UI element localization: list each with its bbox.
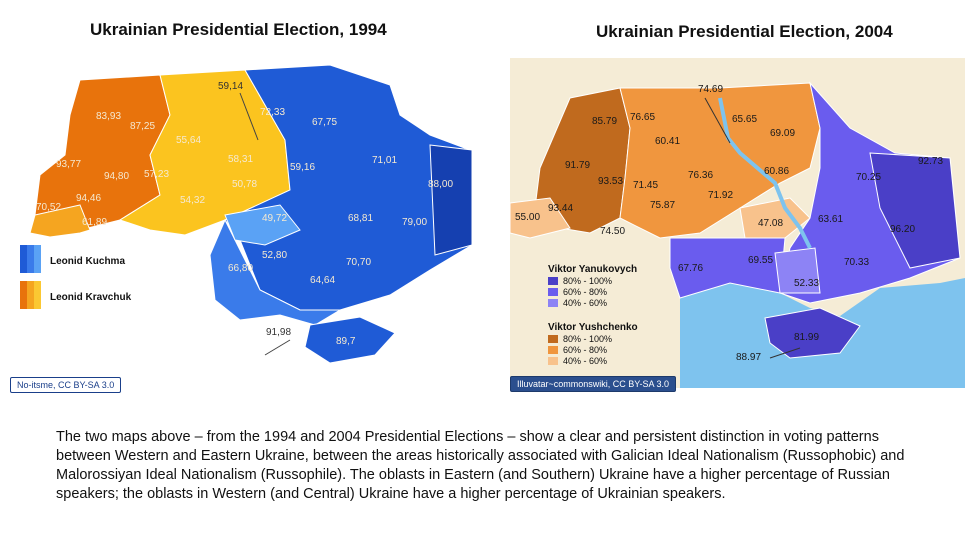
legend-yushchenko: Viktor Yushchenko (548, 322, 638, 333)
value-1994: 55,64 (176, 135, 201, 146)
value-2004: 88.97 (736, 352, 761, 363)
caption-text: The two maps above – from the 1994 and 2… (56, 429, 905, 502)
region-south-1994 (209, 218, 342, 326)
region-crimea-2004 (764, 307, 861, 359)
legend-yanukovych: Viktor Yanukovych (548, 264, 637, 275)
value-2004: 69.55 (748, 255, 773, 266)
value-1994: 70,70 (346, 257, 371, 268)
value-2004: 52.33 (794, 278, 819, 289)
value-2004: 93.53 (598, 176, 623, 187)
region-south-light-2004 (774, 247, 821, 294)
value-2004: 74.50 (600, 226, 625, 237)
legend-kuchma: Leonid Kuchma (50, 256, 125, 267)
map-2004: 74.69 85.79 76.65 65.65 60.41 69.09 91.7… (510, 58, 965, 388)
legend-range: 40% - 60% (563, 356, 607, 366)
value-2004: 91.79 (565, 160, 590, 171)
value-1994: 49,72 (262, 213, 287, 224)
value-2004: 76.36 (688, 170, 713, 181)
region-north-east-1994 (224, 64, 473, 311)
map-1994: 59,14 72,33 67,75 83,93 87,25 55,64 58,3… (10, 55, 480, 400)
value-2004: 85.79 (592, 116, 617, 127)
value-1994: 61,89 (82, 217, 107, 228)
value-1994: 52,80 (262, 250, 287, 261)
value-2004: 81.99 (794, 332, 819, 343)
value-1994: 66,80 (228, 263, 253, 274)
credit-1994: No-itsme, CC BY-SA 3.0 (10, 377, 122, 393)
value-1994: 87,25 (130, 121, 155, 132)
value-2004: 74.69 (698, 84, 723, 95)
value-1994: 58,31 (228, 154, 253, 165)
value-1994: 54,32 (180, 195, 205, 206)
region-southwest-1994 (29, 204, 91, 238)
value-2004: 71.92 (708, 190, 733, 201)
value-1994: 59,16 (290, 162, 315, 173)
value-2004: 70.33 (844, 257, 869, 268)
legend-range: 60% - 80% (563, 345, 607, 355)
value-1994: 79,00 (402, 217, 427, 228)
value-2004: 60.41 (655, 136, 680, 147)
value-1994: 67,75 (312, 117, 337, 128)
value-2004: 69.09 (770, 128, 795, 139)
legend-2004: Viktor Yanukovych 80% - 100% 60% - 80% 4… (548, 264, 638, 366)
value-2004: 67.76 (678, 263, 703, 274)
region-east-1994 (429, 144, 473, 256)
legend-range: 40% - 60% (563, 298, 607, 308)
value-1994: 91,98 (266, 327, 291, 338)
credit-2004: Illuvatar~commonswiki, CC BY-SA 3.0 (510, 376, 676, 392)
region-south-2004 (669, 237, 786, 299)
value-2004: 63.61 (818, 214, 843, 225)
value-1994: 68,81 (348, 213, 373, 224)
legend-range: 80% - 100% (563, 334, 612, 344)
value-1994: 83,93 (96, 111, 121, 122)
region-light-orange-2004 (510, 197, 571, 239)
value-1994: 71,01 (372, 155, 397, 166)
value-2004: 47.08 (758, 218, 783, 229)
value-2004: 93.44 (548, 203, 573, 214)
region-central-south-1994 (224, 204, 301, 246)
legend-range: 80% - 100% (563, 276, 612, 286)
value-2004: 55.00 (515, 212, 540, 223)
value-2004: 76.65 (630, 112, 655, 123)
value-2004: 71.45 (633, 180, 658, 191)
region-far-east-2004 (869, 152, 961, 269)
value-2004: 60.86 (764, 166, 789, 177)
value-2004: 75.87 (650, 200, 675, 211)
value-1994: 64,64 (310, 275, 335, 286)
value-1994: 89,7 (336, 336, 356, 347)
legend-1994: Leonid Kuchma Leonid Kravchuk (20, 245, 132, 309)
right-map-title: Ukrainian Presidential Election, 2004 (596, 22, 893, 41)
region-crimea-1994 (304, 316, 396, 364)
legend-kravchuk: Leonid Kravchuk (50, 292, 132, 303)
value-1994: 88,00 (428, 179, 453, 190)
value-1994: 94,46 (76, 193, 101, 204)
value-1994: 93,77 (56, 159, 81, 170)
value-1994: 50,78 (232, 179, 257, 190)
value-1994: 94,80 (104, 171, 129, 182)
value-1994: 57,23 (144, 169, 169, 180)
left-map-title: Ukrainian Presidential Election, 1994 (90, 20, 387, 39)
legend-range: 60% - 80% (563, 287, 607, 297)
value-2004: 92.73 (918, 156, 943, 167)
value-1994: 72,33 (260, 107, 285, 118)
value-1994: 70,52 (36, 202, 61, 213)
value-2004: 70.25 (856, 172, 881, 183)
value-1994: 59,14 (218, 81, 243, 92)
value-2004: 65.65 (732, 114, 757, 125)
value-2004: 96.20 (890, 224, 915, 235)
